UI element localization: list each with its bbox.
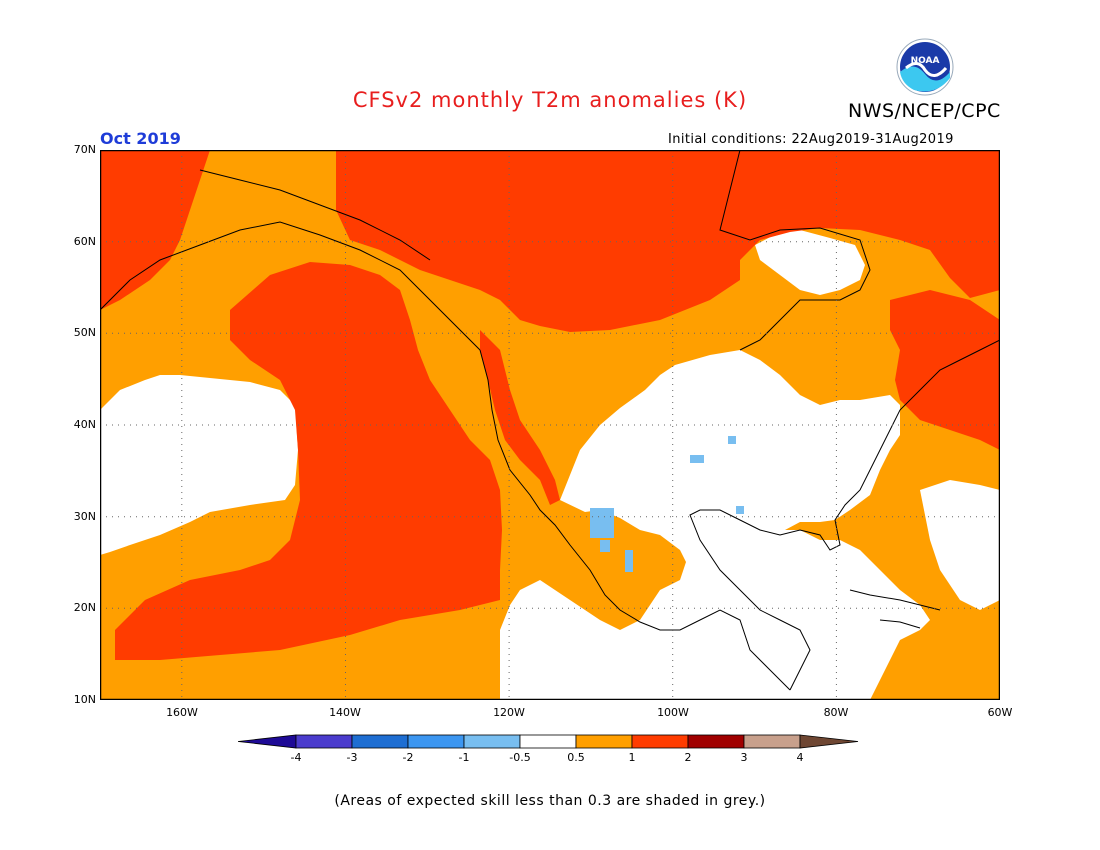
logo-text: NOAA	[911, 56, 940, 66]
map-frame	[100, 150, 1000, 700]
white-region-eastpac	[500, 500, 930, 700]
lon-label-80w: 80W	[823, 706, 849, 719]
noaa-logo: NOAA	[896, 38, 954, 96]
forecast-month: Oct 2019	[100, 129, 181, 148]
colorbar-segment	[743, 734, 801, 749]
lat-label-70n: 70N	[73, 143, 96, 156]
lat-label-40n: 40N	[73, 418, 96, 431]
white-region-us	[560, 350, 900, 582]
lon-label-100w: 100W	[657, 706, 689, 719]
lon-label-60w: 60W	[987, 706, 1013, 719]
colorbar-segment	[295, 734, 353, 749]
agency-label: NWS/NCEP/CPC	[848, 100, 1001, 122]
colorbar-tick-label: -0.5	[509, 751, 531, 764]
red-region-westcoast	[480, 330, 560, 505]
blue-patch-plains-2	[728, 436, 736, 444]
colorbar-tick-label: -1	[458, 751, 470, 764]
colorbar-segments	[238, 734, 859, 749]
colorbar-tick-label: -4	[290, 751, 302, 764]
lat-label-10n: 10N	[73, 693, 96, 706]
blue-patch-mexico-2	[600, 540, 610, 552]
colorbar-segment	[351, 734, 409, 749]
lat-label-50n: 50N	[73, 326, 96, 339]
lon-label-120w: 120W	[493, 706, 525, 719]
lon-label-140w: 140W	[329, 706, 361, 719]
colorbar-segment	[407, 734, 465, 749]
colorbar-segment	[631, 734, 689, 749]
blue-patch-south	[736, 506, 744, 514]
colorbar	[238, 734, 859, 749]
red-region-alaska	[100, 150, 210, 310]
colorbar-arrow-low	[238, 734, 297, 749]
white-region-atlantic	[920, 480, 1000, 610]
chart-title: CFSv2 monthly T2m anomalies (K)	[352, 88, 748, 112]
red-region-arctic	[336, 150, 1000, 332]
colorbar-segment	[575, 734, 633, 749]
colorbar-tick-label: -3	[346, 751, 358, 764]
colorbar-tick-label: 2	[684, 751, 692, 764]
red-region-northeast	[890, 290, 1000, 450]
blue-patch-mexico-3	[625, 550, 633, 572]
anomaly-map	[100, 150, 1000, 700]
coastlines	[100, 150, 1000, 691]
colorbar-segment	[687, 734, 745, 749]
lon-label-160w: 160W	[166, 706, 198, 719]
colorbar-segment	[519, 734, 577, 749]
colorbar-segment	[463, 734, 521, 749]
white-region-hudson	[755, 230, 865, 295]
colorbar-tick-label: -2	[402, 751, 414, 764]
colorbar-tick-label: 3	[740, 751, 748, 764]
initial-conditions: Initial conditions: 22Aug2019-31Aug2019	[668, 132, 954, 147]
blue-patch-plains-1	[690, 455, 704, 463]
colorbar-arrow-high	[799, 734, 859, 749]
blue-patch-mexico-1	[590, 508, 614, 538]
white-region-pacific	[100, 375, 298, 555]
lat-label-30n: 30N	[73, 510, 96, 523]
skill-footnote: (Areas of expected skill less than 0.3 a…	[334, 793, 766, 809]
colorbar-tick-label: 0.5	[567, 751, 585, 764]
colorbar-tick-label: 4	[796, 751, 804, 764]
lat-label-60n: 60N	[73, 235, 96, 248]
graticule	[100, 150, 1000, 700]
colorbar-tick-label: 1	[628, 751, 636, 764]
lat-label-20n: 20N	[73, 601, 96, 614]
red-region-pacific-arc	[115, 262, 502, 660]
